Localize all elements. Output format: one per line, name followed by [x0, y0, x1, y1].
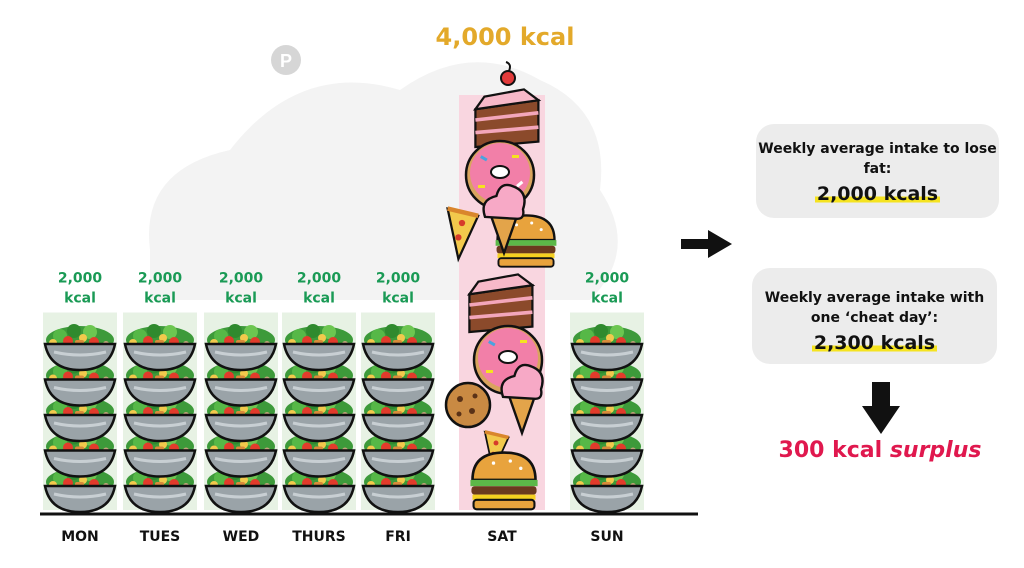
salad-bowl-icon — [570, 322, 644, 372]
data-label-tues: 2,000 kcal — [138, 271, 183, 307]
data-label-sat: 4,000 kcal — [436, 23, 575, 51]
salad-bowl-icon — [43, 322, 117, 372]
surplus-word: surplus — [889, 438, 982, 463]
salad-bowl-icon — [204, 322, 278, 372]
bar-tues: 2,000 kcal TUES — [123, 271, 197, 545]
bar-sat: 4,000 kcal SAT — [436, 23, 575, 545]
burger-icon — [469, 451, 539, 511]
category-label-wed: WED — [223, 529, 260, 545]
goal-intake-label: Weekly average intake to lose fat: — [758, 141, 997, 177]
bar-sun: 2,000 kcal SUN — [570, 271, 644, 545]
goal-intake-panel: Weekly average intake to lose fat: 2,000… — [756, 124, 999, 218]
bar-fri: 2,000 kcal FRI — [361, 271, 435, 545]
down-arrow-icon — [862, 382, 900, 434]
category-label-fri: FRI — [385, 529, 411, 545]
data-label-wed: 2,000 kcal — [219, 271, 264, 307]
salad-bowl-icon — [123, 322, 197, 372]
data-label-thurs: 2,000 kcal — [297, 271, 342, 307]
data-label-sun: 2,000 kcal — [585, 271, 630, 307]
goal-intake-value: 2,000 kcals — [814, 183, 941, 205]
right-arrow-icon — [681, 230, 732, 258]
bar-wed: 2,000 kcal WED — [204, 271, 278, 545]
cookie-icon — [444, 381, 492, 429]
salad-bowl-icon — [282, 322, 356, 372]
category-label-mon: MON — [61, 529, 99, 545]
category-label-tues: TUES — [140, 529, 181, 545]
bar-thurs: 2,000 kcal THURS — [282, 271, 356, 545]
category-label-thurs: THURS — [292, 529, 346, 545]
svg-text:P: P — [280, 51, 292, 71]
data-label-mon: 2,000 kcal — [58, 271, 103, 307]
surplus-result: 300 kcal surplus — [760, 438, 1000, 463]
cheat-intake-value: 2,300 kcals — [811, 332, 938, 354]
cheat-intake-panel: Weekly average intake with one ‘cheat da… — [752, 268, 997, 364]
cheat-intake-label: Weekly average intake with one ‘cheat da… — [764, 290, 985, 326]
category-label-sun: SUN — [590, 529, 623, 545]
cake-slice-icon — [473, 87, 541, 149]
category-label-sat: SAT — [487, 529, 517, 545]
surplus-amount: 300 kcal — [778, 438, 883, 463]
watermark-logo-icon: P — [271, 45, 301, 75]
bar-mon: 2,000 kcal MON — [43, 271, 117, 545]
data-label-fri: 2,000 kcal — [376, 271, 421, 307]
cake-slice-icon — [467, 272, 535, 334]
salad-bowl-icon — [361, 322, 435, 372]
